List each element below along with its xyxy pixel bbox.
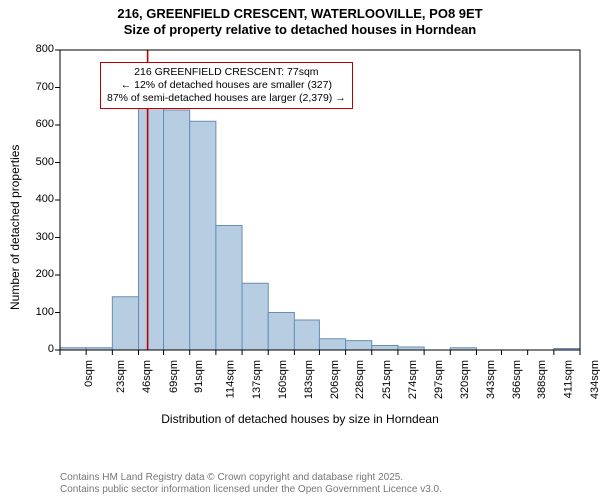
- x-tick-label: 297sqm: [433, 360, 445, 399]
- x-tick-label: 206sqm: [330, 360, 342, 399]
- title-block: 216, GREENFIELD CRESCENT, WATERLOOVILLE,…: [0, 0, 600, 39]
- x-tick-label: 411sqm: [562, 360, 574, 398]
- footer-attribution: Contains HM Land Registry data © Crown c…: [60, 472, 442, 496]
- x-tick-label: 46sqm: [141, 360, 153, 393]
- x-tick-label: 228sqm: [355, 360, 367, 399]
- x-tick-label: 434sqm: [589, 360, 600, 399]
- x-tick-label: 343sqm: [485, 360, 497, 399]
- x-tick-label: 160sqm: [277, 360, 289, 399]
- x-tick-label: 137sqm: [251, 360, 263, 399]
- footer-line1: Contains HM Land Registry data © Crown c…: [60, 472, 442, 484]
- y-tick-label: 700: [24, 81, 54, 93]
- y-tick-label: 500: [24, 156, 54, 168]
- chart-container: 216, GREENFIELD CRESCENT, WATERLOOVILLE,…: [0, 0, 600, 500]
- annotation-line3: 87% of semi-detached houses are larger (…: [107, 92, 346, 105]
- y-tick-label: 300: [24, 231, 54, 243]
- title-line1: 216, GREENFIELD CRESCENT, WATERLOOVILLE,…: [0, 6, 600, 22]
- x-tick-label: 114sqm: [224, 360, 236, 398]
- y-tick-label: 0: [24, 343, 54, 355]
- y-tick-label: 800: [24, 43, 54, 55]
- x-tick-label: 274sqm: [407, 360, 419, 399]
- x-tick-label: 251sqm: [381, 360, 393, 399]
- x-tick-label: 0sqm: [83, 360, 95, 387]
- y-tick-label: 200: [24, 268, 54, 280]
- x-tick-label: 366sqm: [512, 360, 524, 399]
- x-tick-label: 91sqm: [193, 360, 205, 393]
- title-line2: Size of property relative to detached ho…: [0, 22, 600, 38]
- footer-line2: Contains public sector information licen…: [60, 484, 442, 496]
- y-tick-label: 100: [24, 306, 54, 318]
- y-tick-label: 600: [24, 118, 54, 130]
- x-tick-label: 320sqm: [459, 360, 471, 399]
- y-axis-label: Number of detached properties: [8, 145, 22, 310]
- x-tick-label: 69sqm: [168, 360, 180, 393]
- annotation-line1: 216 GREENFIELD CRESCENT: 77sqm: [107, 66, 346, 79]
- chart-area: 216 GREENFIELD CRESCENT: 77sqm ← 12% of …: [0, 42, 600, 460]
- x-tick-label: 388sqm: [537, 360, 549, 399]
- x-tick-label: 23sqm: [115, 360, 127, 393]
- x-axis-label: Distribution of detached houses by size …: [0, 412, 600, 426]
- x-tick-label: 183sqm: [303, 360, 315, 399]
- annotation-line2: ← 12% of detached houses are smaller (32…: [107, 79, 346, 92]
- y-tick-label: 400: [24, 193, 54, 205]
- annotation-callout: 216 GREENFIELD CRESCENT: 77sqm ← 12% of …: [100, 62, 353, 109]
